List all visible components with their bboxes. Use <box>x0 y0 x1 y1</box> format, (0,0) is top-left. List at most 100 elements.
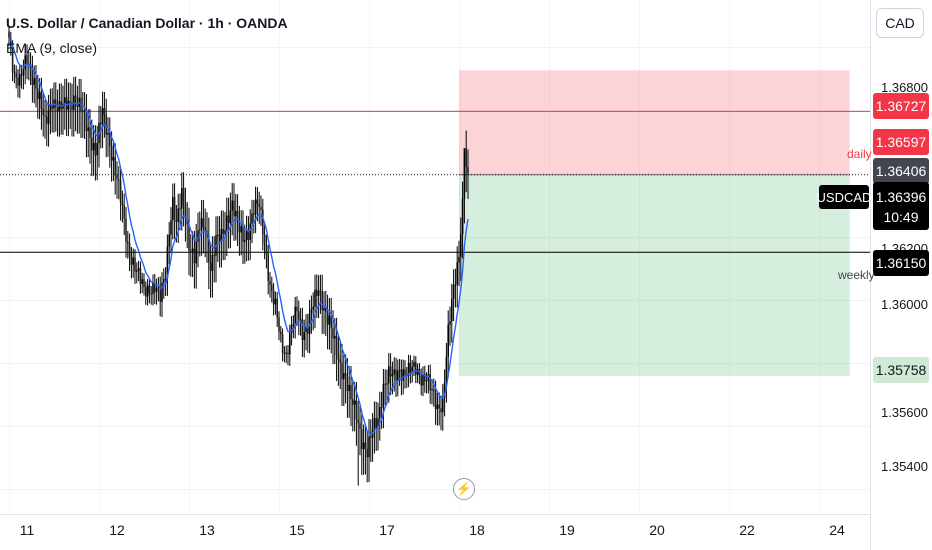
candle[interactable] <box>303 331 305 341</box>
candle[interactable] <box>251 213 253 224</box>
candle[interactable] <box>454 284 457 286</box>
candle[interactable] <box>402 369 404 381</box>
candle[interactable] <box>199 229 201 231</box>
candle[interactable] <box>87 127 89 131</box>
candle[interactable] <box>166 246 169 279</box>
candle[interactable] <box>289 332 291 355</box>
candle[interactable] <box>236 210 239 223</box>
candle[interactable] <box>407 362 410 376</box>
target-zone[interactable] <box>459 70 850 175</box>
candle[interactable] <box>13 71 16 74</box>
candle[interactable] <box>244 240 246 242</box>
candle[interactable] <box>10 37 12 47</box>
candle[interactable] <box>290 324 293 333</box>
candle[interactable] <box>157 286 160 288</box>
candle[interactable] <box>204 227 206 231</box>
candle[interactable] <box>20 74 23 76</box>
weekly-level-price-tag[interactable]: 1.36150 <box>873 250 929 276</box>
candle[interactable] <box>186 218 188 225</box>
candle[interactable] <box>316 289 318 296</box>
candle[interactable] <box>229 210 232 223</box>
candle[interactable] <box>292 324 295 326</box>
candle[interactable] <box>31 68 34 85</box>
candle[interactable] <box>278 317 280 332</box>
candle[interactable] <box>420 375 422 386</box>
candle[interactable] <box>312 306 314 310</box>
candle[interactable] <box>355 400 358 420</box>
target-price-tag[interactable]: 1.36727 <box>873 93 929 119</box>
candle[interactable] <box>382 383 385 408</box>
candle[interactable] <box>200 218 203 230</box>
candle[interactable] <box>465 148 467 168</box>
candle[interactable] <box>55 99 57 108</box>
ema-9-line[interactable] <box>8 37 469 435</box>
candle[interactable] <box>8 31 10 38</box>
lightning-icon[interactable]: ⚡ <box>453 478 475 500</box>
candle[interactable] <box>343 373 345 380</box>
candle[interactable] <box>49 104 52 111</box>
candle[interactable] <box>353 400 356 405</box>
candle[interactable] <box>377 418 379 428</box>
candle[interactable] <box>242 226 244 242</box>
candle[interactable] <box>188 224 190 252</box>
candle[interactable] <box>310 309 313 314</box>
candle[interactable] <box>64 97 66 104</box>
candle[interactable] <box>424 373 426 382</box>
candle[interactable] <box>265 244 268 255</box>
candle[interactable] <box>326 311 329 325</box>
candle[interactable] <box>109 132 111 147</box>
candle[interactable] <box>281 334 284 353</box>
candle[interactable] <box>128 243 131 257</box>
candle[interactable] <box>330 315 332 329</box>
candle[interactable] <box>362 442 365 450</box>
candle[interactable] <box>375 417 377 428</box>
candle[interactable] <box>195 241 197 264</box>
candle[interactable] <box>37 88 39 100</box>
candle[interactable] <box>267 254 269 281</box>
candle[interactable] <box>371 429 374 438</box>
candle[interactable] <box>328 315 331 325</box>
candle[interactable] <box>294 306 296 325</box>
candle[interactable] <box>83 110 86 113</box>
candle[interactable] <box>276 298 278 318</box>
candle[interactable] <box>121 202 124 206</box>
candle[interactable] <box>197 230 199 242</box>
candle[interactable] <box>217 234 219 236</box>
candle[interactable] <box>220 228 223 242</box>
candle[interactable] <box>182 188 185 204</box>
candle[interactable] <box>240 226 242 233</box>
candle[interactable] <box>130 256 133 265</box>
candle[interactable] <box>260 206 262 210</box>
candle[interactable] <box>298 311 300 320</box>
candle[interactable] <box>325 307 327 312</box>
candle[interactable] <box>409 362 412 373</box>
candle[interactable] <box>388 366 390 384</box>
candle[interactable] <box>368 436 370 458</box>
candle[interactable] <box>24 55 26 70</box>
candle[interactable] <box>161 282 163 302</box>
candle[interactable] <box>434 391 437 410</box>
candle[interactable] <box>159 286 161 302</box>
candle[interactable] <box>443 382 446 398</box>
candle[interactable] <box>71 102 73 110</box>
candle[interactable] <box>154 282 156 292</box>
candle[interactable] <box>339 359 341 363</box>
candle[interactable] <box>62 103 64 110</box>
candle[interactable] <box>148 285 151 294</box>
candle[interactable] <box>33 78 35 85</box>
candle[interactable] <box>76 104 79 107</box>
candle[interactable] <box>384 383 386 385</box>
candle[interactable] <box>145 287 147 297</box>
candle[interactable] <box>429 374 431 391</box>
candle[interactable] <box>413 362 415 367</box>
candle[interactable] <box>92 142 95 151</box>
candle[interactable] <box>191 248 194 253</box>
candle[interactable] <box>350 384 352 400</box>
candle[interactable] <box>422 373 424 386</box>
candle[interactable] <box>184 203 187 219</box>
daily-level-price-tag[interactable]: 1.36597 <box>873 129 929 155</box>
current-price-tag[interactable]: 1.36396 10:49 <box>873 182 929 230</box>
candle[interactable] <box>143 279 145 288</box>
candle[interactable] <box>94 142 97 156</box>
